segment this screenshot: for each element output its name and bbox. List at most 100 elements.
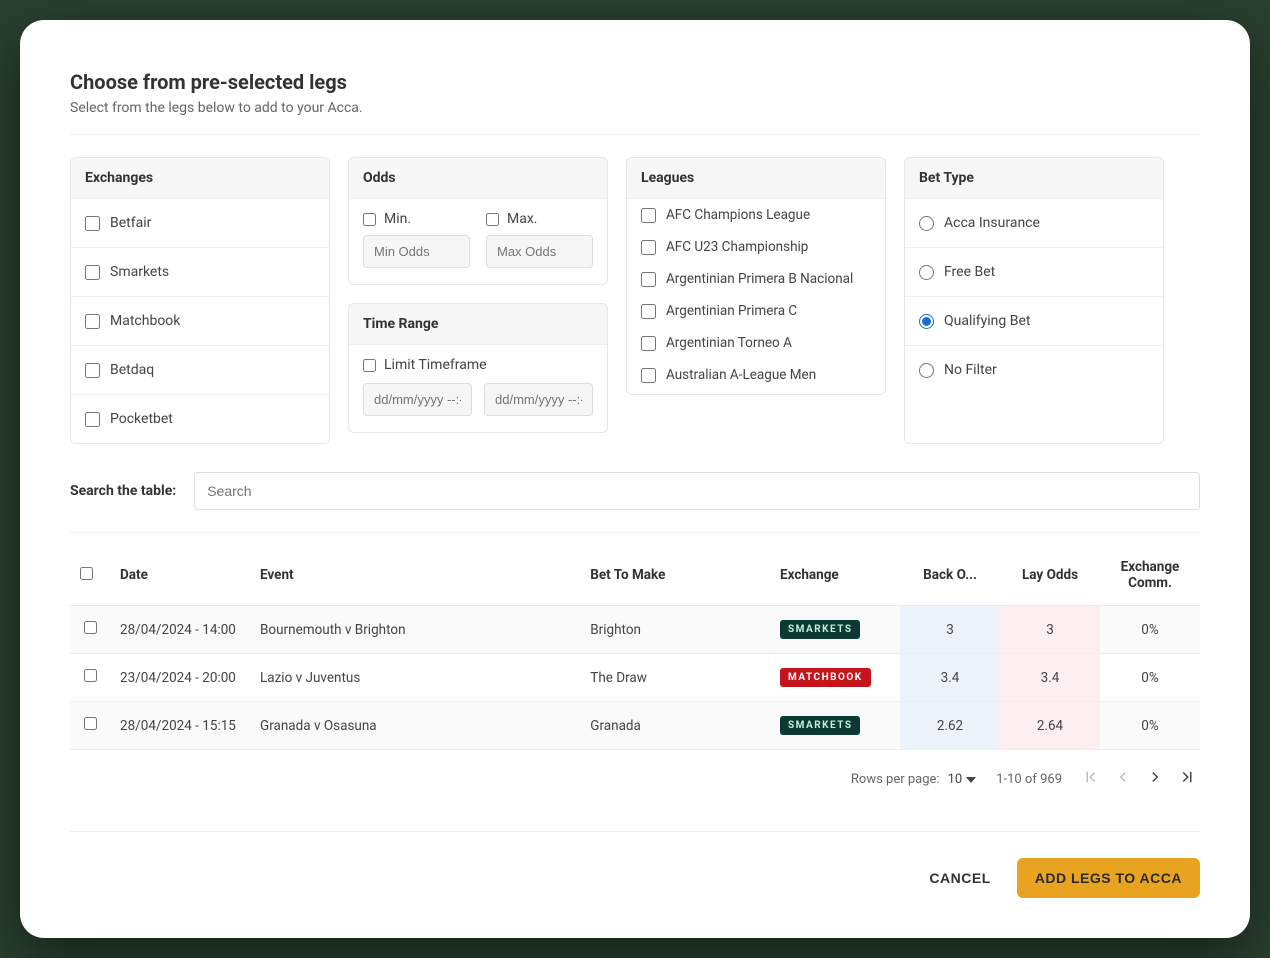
exchange-label: Betdaq (110, 362, 154, 378)
search-row: Search the table: (70, 472, 1200, 510)
bettype-item[interactable]: No Filter (905, 346, 1163, 394)
exchange-checkbox[interactable] (85, 314, 100, 329)
time-panel: Time Range Limit Timeframe (348, 303, 608, 433)
next-page-button[interactable] (1146, 768, 1164, 791)
row-checkbox[interactable] (84, 669, 97, 682)
modal-title: Choose from pre-selected legs (70, 70, 1200, 94)
exchange-checkbox[interactable] (85, 412, 100, 427)
odds-min-field: Min. (363, 211, 470, 268)
odds-max-input[interactable] (486, 235, 593, 268)
row-bet: Granada (580, 702, 770, 750)
league-checkbox[interactable] (641, 272, 656, 287)
select-all-checkbox[interactable] (80, 567, 93, 580)
exchange-item[interactable]: Matchbook (71, 297, 329, 346)
filter-row: Exchanges BetfairSmarketsMatchbookBetdaq… (70, 157, 1200, 444)
league-item[interactable]: Australian A-League Men (627, 359, 885, 391)
league-label: Argentinian Primera C (666, 303, 797, 319)
odds-max-checkbox[interactable] (486, 213, 499, 226)
league-item[interactable]: Argentinian Primera B Nacional (627, 263, 885, 295)
league-item[interactable]: Argentinian Torneo A (627, 327, 885, 359)
exchanges-list: Betfair Smarkets Matchbook Betdaq Pocketbet (71, 199, 329, 443)
time-header: Time Range (349, 304, 607, 345)
row-date: 23/04/2024 - 20:00 (110, 654, 250, 702)
league-item[interactable]: Argentinian Primera C (627, 295, 885, 327)
bettype-radio[interactable] (919, 216, 934, 231)
odds-min-label[interactable]: Min. (363, 211, 470, 227)
league-checkbox[interactable] (641, 240, 656, 255)
row-exchange: SMARKETS (770, 606, 900, 654)
chevron-down-icon (966, 777, 976, 783)
league-label: AFC Champions League (666, 207, 810, 223)
bettype-item[interactable]: Qualifying Bet (905, 297, 1163, 346)
time-limit-checkbox[interactable] (363, 359, 376, 372)
time-limit-label[interactable]: Limit Timeframe (363, 357, 593, 373)
row-date: 28/04/2024 - 14:00 (110, 606, 250, 654)
divider (70, 134, 1200, 135)
exchange-badge: MATCHBOOK (780, 668, 871, 687)
time-body: Limit Timeframe (349, 345, 607, 432)
row-lay-odds: 2.64 (1000, 702, 1100, 750)
exchange-item[interactable]: Betfair (71, 199, 329, 248)
exchange-item[interactable]: Betdaq (71, 346, 329, 395)
odds-time-column: Odds Min. Max. (348, 157, 608, 444)
exchange-checkbox[interactable] (85, 363, 100, 378)
row-exchange: SMARKETS (770, 702, 900, 750)
bettype-radio[interactable] (919, 363, 934, 378)
time-to-input[interactable] (484, 383, 593, 416)
search-input[interactable] (194, 472, 1200, 510)
league-label: AFC U23 Championship (666, 239, 808, 255)
exchange-item[interactable]: Smarkets (71, 248, 329, 297)
row-event: Bournemouth v Brighton (250, 606, 580, 654)
row-checkbox[interactable] (84, 621, 97, 634)
prev-page-button[interactable] (1114, 768, 1132, 791)
exchange-label: Smarkets (110, 264, 169, 280)
odds-min-input[interactable] (363, 235, 470, 268)
league-checkbox[interactable] (641, 368, 656, 383)
row-checkbox[interactable] (84, 717, 97, 730)
odds-body: Min. Max. (349, 199, 607, 284)
divider (70, 532, 1200, 533)
league-checkbox[interactable] (641, 336, 656, 351)
bettype-radio[interactable] (919, 265, 934, 280)
row-select-cell (70, 654, 110, 702)
time-from-input[interactable] (363, 383, 472, 416)
bettype-list: Acca Insurance Free Bet Qualifying BetNo F… (905, 199, 1163, 394)
add-legs-button[interactable]: ADD LEGS TO ACCA (1017, 858, 1200, 898)
modal-dialog: Choose from pre-selected legs Select fro… (20, 20, 1250, 938)
row-date: 28/04/2024 - 15:15 (110, 702, 250, 750)
exchange-item[interactable]: Pocketbet (71, 395, 329, 443)
odds-header: Odds (349, 158, 607, 199)
odds-max-text: Max. (507, 211, 537, 227)
modal-subtitle: Select from the legs below to add to you… (70, 100, 1200, 116)
row-lay-odds: 3.4 (1000, 654, 1100, 702)
odds-min-checkbox[interactable] (363, 213, 376, 226)
bettype-item[interactable]: Acca Insurance (905, 199, 1163, 248)
exchange-checkbox[interactable] (85, 265, 100, 280)
modal-actions: CANCEL ADD LEGS TO ACCA (70, 831, 1200, 898)
league-label: Argentinian Primera B Nacional (666, 271, 853, 287)
last-page-button[interactable] (1178, 768, 1196, 791)
odds-max-field: Max. (486, 211, 593, 268)
odds-max-label[interactable]: Max. (486, 211, 593, 227)
odds-panel: Odds Min. Max. (348, 157, 608, 285)
page-range: 1-10 of 969 (996, 772, 1062, 787)
bettype-panel: Bet Type Acca InsuranceFree BetQualifyin… (904, 157, 1164, 444)
rpp-select[interactable]: 10 (948, 772, 977, 787)
bettype-label: Free Bet (944, 264, 995, 280)
exchange-checkbox[interactable] (85, 216, 100, 231)
bettype-item[interactable]: Free Bet (905, 248, 1163, 297)
rpp-label: Rows per page: (851, 772, 940, 787)
row-select-cell (70, 702, 110, 750)
league-checkbox[interactable] (641, 208, 656, 223)
row-commission: 0% (1100, 702, 1200, 750)
league-item[interactable]: AFC Champions League (627, 199, 885, 231)
first-page-button[interactable] (1082, 768, 1100, 791)
cancel-button[interactable]: CANCEL (923, 860, 996, 896)
bettype-radio[interactable] (919, 314, 934, 329)
exchange-label: Pocketbet (110, 411, 173, 427)
table-body: 28/04/2024 - 14:00Bournemouth v Brighton… (70, 606, 1200, 750)
row-exchange: MATCHBOOK (770, 654, 900, 702)
league-item[interactable]: AFC U23 Championship (627, 231, 885, 263)
table-row: 28/04/2024 - 14:00Bournemouth v Brighton… (70, 606, 1200, 654)
league-checkbox[interactable] (641, 304, 656, 319)
